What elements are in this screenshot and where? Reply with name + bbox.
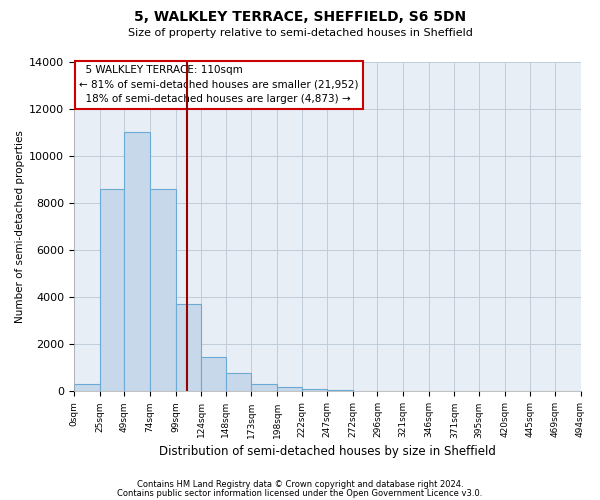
- Text: Size of property relative to semi-detached houses in Sheffield: Size of property relative to semi-detach…: [128, 28, 472, 38]
- Bar: [327, 390, 353, 392]
- Bar: [150, 189, 176, 392]
- Bar: [176, 304, 201, 392]
- Bar: [251, 384, 277, 392]
- X-axis label: Distribution of semi-detached houses by size in Sheffield: Distribution of semi-detached houses by …: [159, 444, 496, 458]
- Text: 5 WALKLEY TERRACE: 110sqm
← 81% of semi-detached houses are smaller (21,952)
  1: 5 WALKLEY TERRACE: 110sqm ← 81% of semi-…: [79, 65, 359, 104]
- Bar: [201, 358, 226, 392]
- Bar: [124, 132, 150, 392]
- Bar: [74, 384, 100, 392]
- Bar: [100, 189, 124, 392]
- Text: Contains public sector information licensed under the Open Government Licence v3: Contains public sector information licen…: [118, 488, 482, 498]
- Bar: [226, 372, 251, 392]
- Y-axis label: Number of semi-detached properties: Number of semi-detached properties: [15, 130, 25, 323]
- Bar: [277, 386, 302, 392]
- Bar: [302, 389, 327, 392]
- Text: Contains HM Land Registry data © Crown copyright and database right 2024.: Contains HM Land Registry data © Crown c…: [137, 480, 463, 489]
- Text: 5, WALKLEY TERRACE, SHEFFIELD, S6 5DN: 5, WALKLEY TERRACE, SHEFFIELD, S6 5DN: [134, 10, 466, 24]
